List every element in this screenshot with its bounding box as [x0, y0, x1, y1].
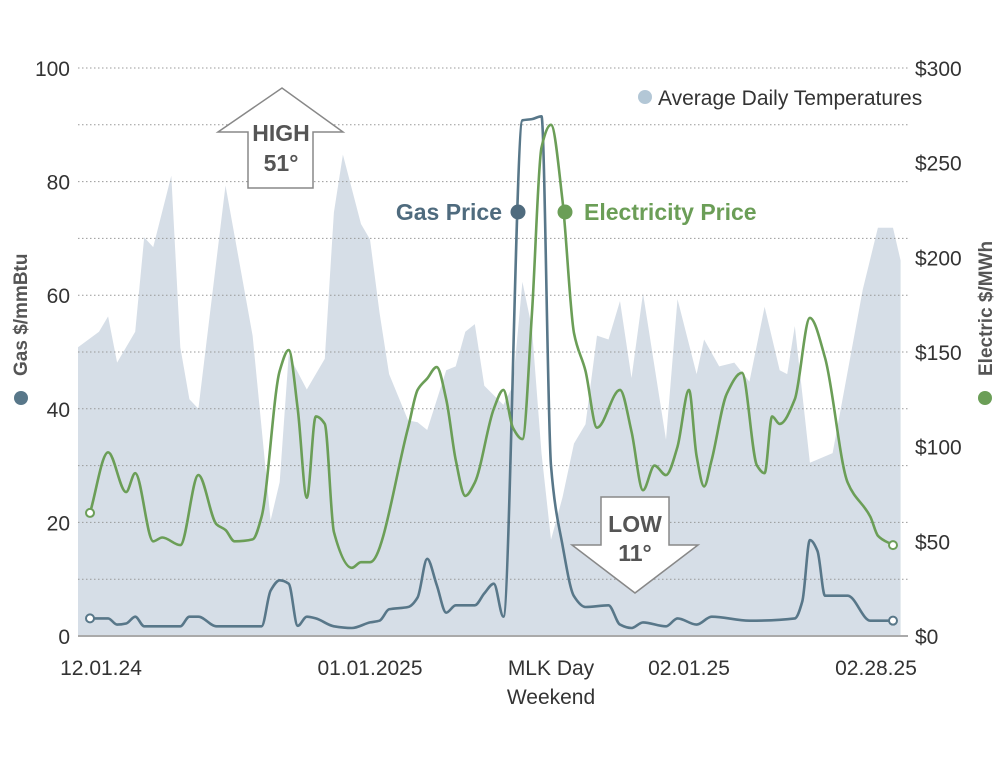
right-tick-label: $200	[915, 247, 962, 270]
left-axis-title: Gas $/mmBtu	[11, 254, 32, 376]
temperature-area-layer	[78, 154, 901, 636]
right-tick-label: $250	[915, 153, 962, 176]
left-tick-label: 100	[35, 58, 70, 81]
gas-price-callout: Gas Price	[396, 199, 526, 225]
electricity-price-callout: Electricity Price	[557, 199, 757, 225]
high-temperature-annotation: HIGH 51°	[215, 87, 346, 189]
right-tick-label: $100	[915, 437, 962, 460]
legend-label: Average Daily Temperatures	[658, 87, 922, 110]
gas-price-endpoint	[85, 613, 95, 624]
temperature-legend-dot-icon	[638, 90, 652, 104]
x-tick-label: 01.01.2025	[317, 657, 422, 680]
left-tick-label: 0	[58, 626, 70, 649]
gas-marker-icon	[510, 204, 526, 220]
electricity-price-line	[88, 123, 895, 570]
x-tick-label: 02.28.25	[835, 657, 917, 680]
right-tick-label: $300	[915, 58, 962, 81]
legend: Average Daily Temperatures	[638, 87, 922, 110]
left-axis-title-group: Gas $/mmBtu	[11, 254, 32, 405]
electricity-price-endpoint	[85, 507, 95, 518]
price-lines-layer	[85, 115, 898, 630]
right-tick-label: $150	[915, 342, 962, 365]
x-tick-label: 02.01.25	[648, 657, 730, 680]
gas-price-endpoint	[888, 615, 898, 626]
right-axis-title-group: Electric $/MWh	[976, 241, 997, 405]
electricity-price-endpoint	[888, 540, 898, 551]
gas-price-label: Gas Price	[396, 199, 502, 225]
up-arrow-icon	[215, 87, 346, 189]
low-label: LOW	[608, 511, 662, 537]
gas-dot-icon	[14, 391, 28, 405]
electric-dot-icon	[978, 391, 992, 405]
left-tick-label: 80	[47, 172, 70, 195]
x-tick-label: 12.01.24	[60, 657, 142, 680]
x-tick-label: MLK Day	[508, 657, 595, 680]
right-axis-ticks: $0 $50 $100 $150 $200 $250 $300	[915, 58, 962, 649]
left-axis-ticks: 0 20 40 60 80 100	[35, 58, 70, 649]
high-label: HIGH	[252, 120, 310, 146]
temperature-area	[78, 154, 901, 636]
low-value: 11°	[618, 540, 652, 566]
electricity-marker-icon	[557, 204, 573, 220]
low-temperature-annotation: LOW 11°	[569, 496, 701, 594]
left-tick-label: 40	[47, 399, 70, 422]
left-tick-label: 20	[47, 512, 70, 535]
down-arrow-icon	[569, 496, 701, 594]
right-tick-label: $50	[915, 531, 950, 554]
high-value: 51°	[264, 150, 299, 176]
right-tick-label: $0	[915, 626, 938, 649]
electricity-price-label: Electricity Price	[584, 199, 757, 225]
x-tick-label: Weekend	[507, 686, 595, 709]
x-axis-ticks: 12.01.24 01.01.2025 MLK Day Weekend 02.01.25…	[60, 657, 917, 709]
right-axis-title: Electric $/MWh	[976, 241, 997, 376]
gas-price-line	[88, 115, 895, 630]
left-tick-label: 60	[47, 285, 70, 308]
